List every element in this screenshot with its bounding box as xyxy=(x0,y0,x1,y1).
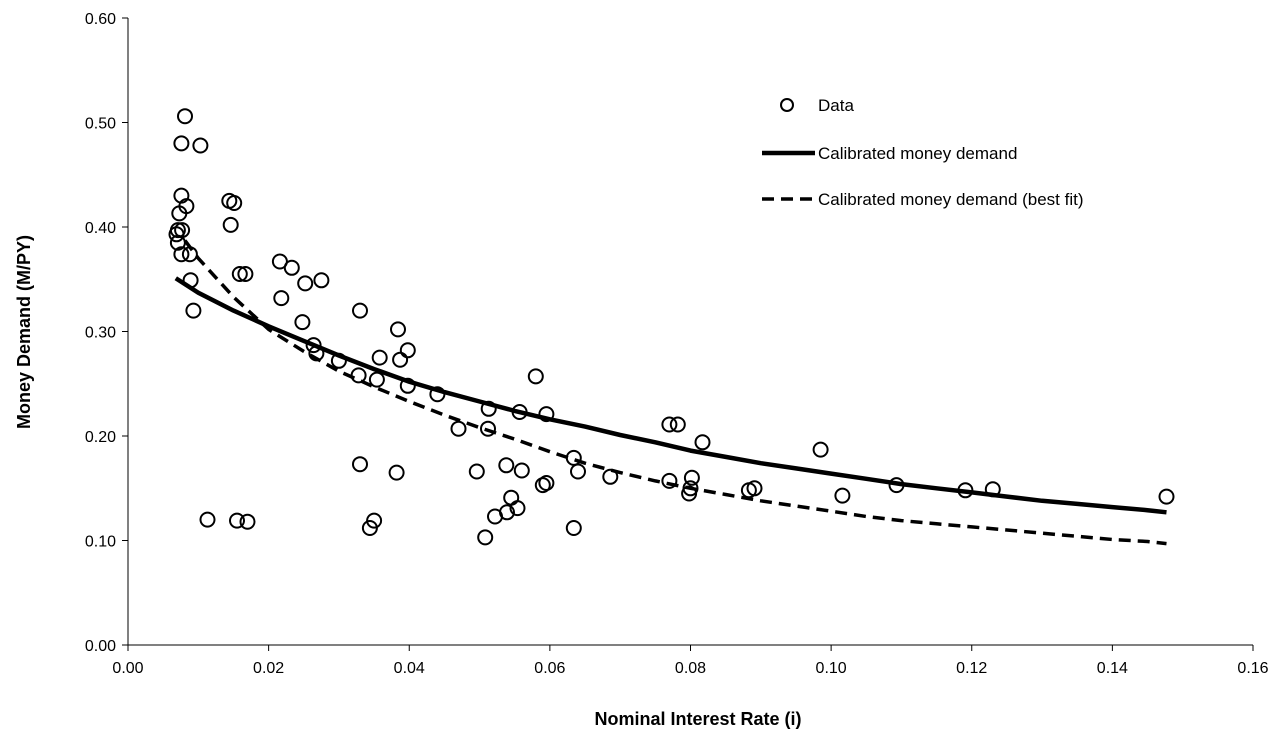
data-point xyxy=(480,420,496,437)
data-point xyxy=(399,377,416,394)
data-point xyxy=(513,462,530,479)
data-point xyxy=(477,529,494,546)
data-point xyxy=(168,226,185,243)
legend-label: Data xyxy=(818,96,854,115)
series-lines xyxy=(174,239,1167,546)
y-tick-label: 0.30 xyxy=(85,325,116,342)
x-tick-label: 0.02 xyxy=(253,660,284,677)
data-point xyxy=(330,352,347,369)
data-point xyxy=(182,272,199,289)
data-point xyxy=(181,246,198,263)
data-point xyxy=(313,272,330,289)
data-point xyxy=(305,337,322,354)
data-point xyxy=(570,463,586,480)
x-tick-label: 0.14 xyxy=(1097,660,1128,677)
data-point xyxy=(565,520,582,536)
y-tick-label: 0.00 xyxy=(85,638,116,655)
data-point xyxy=(669,416,686,433)
legend-marker-data xyxy=(780,98,794,112)
data-point xyxy=(984,481,1001,498)
data-point xyxy=(352,456,368,473)
x-tick-label: 0.04 xyxy=(394,660,425,677)
data-point xyxy=(812,441,829,458)
data-point xyxy=(226,195,243,211)
legend-label: Calibrated money demand (best fit) xyxy=(818,190,1084,209)
y-axis-title: Money Demand (M/PY) xyxy=(14,235,34,429)
data-point xyxy=(185,302,202,319)
data-point xyxy=(350,367,367,384)
legend: Data Calibrated money demand Calibrated mo… xyxy=(762,96,1084,209)
data-point xyxy=(740,482,757,499)
data-point xyxy=(169,234,186,251)
data-point xyxy=(509,500,526,517)
data-point xyxy=(450,420,467,437)
x-tick-label: 0.16 xyxy=(1237,660,1268,677)
data-point xyxy=(173,246,190,263)
data-point xyxy=(392,351,409,368)
data-point xyxy=(694,434,711,451)
data-point xyxy=(222,216,239,233)
data-point xyxy=(661,472,678,489)
y-ticks: 0.00 0.10 0.20 0.30 0.40 0.50 0.60 xyxy=(85,11,128,655)
data-point xyxy=(192,137,209,154)
data-point xyxy=(231,266,248,282)
data-point xyxy=(487,508,503,525)
data-points xyxy=(168,108,1175,546)
data-point xyxy=(498,457,515,474)
data-point xyxy=(503,489,520,506)
x-ticks: 0.00 0.02 0.04 0.06 0.08 0.10 0.12 0.14 0.16 xyxy=(112,645,1269,677)
data-point xyxy=(173,135,190,152)
data-point xyxy=(399,342,416,359)
data-point xyxy=(1158,488,1175,505)
x-tick-label: 0.00 xyxy=(112,660,143,677)
data-point xyxy=(661,416,678,433)
data-point xyxy=(371,349,388,366)
data-point xyxy=(480,400,497,417)
data-point xyxy=(237,266,254,282)
data-point xyxy=(297,275,314,292)
data-point xyxy=(683,469,700,486)
x-tick-label: 0.08 xyxy=(675,660,706,677)
data-point xyxy=(308,345,325,362)
legend-label: Calibrated money demand xyxy=(818,144,1017,163)
data-point xyxy=(368,371,385,388)
data-point xyxy=(171,205,188,222)
data-point xyxy=(294,314,311,331)
data-point xyxy=(511,404,528,420)
calibrated-line xyxy=(174,276,1167,515)
data-point xyxy=(888,477,905,494)
x-axis-title: Nominal Interest Rate (i) xyxy=(594,709,801,729)
data-point xyxy=(361,520,378,536)
data-point xyxy=(468,463,485,480)
y-tick-label: 0.20 xyxy=(85,429,116,446)
data-point xyxy=(273,290,290,307)
data-point xyxy=(429,386,446,403)
y-tick-label: 0.10 xyxy=(85,534,116,551)
data-point xyxy=(388,464,405,481)
data-point xyxy=(239,513,256,530)
data-point xyxy=(352,302,368,319)
data-point xyxy=(199,511,216,528)
data-point xyxy=(681,485,698,502)
data-point xyxy=(390,321,406,338)
y-tick-label: 0.50 xyxy=(85,116,116,133)
data-point xyxy=(957,482,974,499)
data-point xyxy=(538,406,555,423)
x-tick-label: 0.10 xyxy=(816,660,847,677)
data-point xyxy=(565,449,582,466)
best-fit-line xyxy=(183,239,1167,546)
data-point xyxy=(283,259,300,276)
data-point xyxy=(834,487,851,504)
x-tick-label: 0.06 xyxy=(534,660,565,677)
data-point xyxy=(177,108,193,125)
y-tick-label: 0.40 xyxy=(85,220,116,237)
data-point xyxy=(534,477,551,494)
data-point xyxy=(229,512,245,529)
y-tick-label: 0.60 xyxy=(85,11,116,28)
axes xyxy=(127,18,1253,646)
data-point xyxy=(602,468,619,485)
data-point xyxy=(527,368,544,385)
x-tick-label: 0.12 xyxy=(956,660,987,677)
